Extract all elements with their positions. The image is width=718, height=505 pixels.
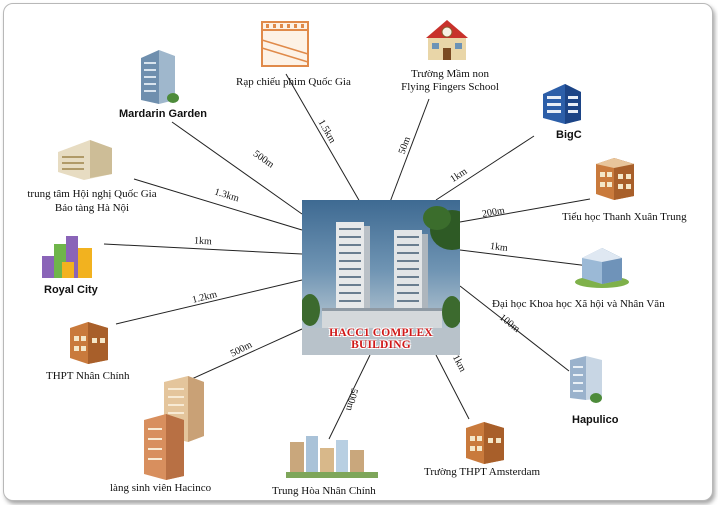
hapulico-tower-icon bbox=[570, 356, 602, 403]
link-amsterdam bbox=[435, 354, 470, 420]
primary-school-icon bbox=[596, 158, 634, 200]
link-royal bbox=[103, 243, 303, 255]
label-amsterdam: Trường THPT Amsterdam bbox=[424, 466, 541, 478]
label-kindergarten-1: Trường Mầm non bbox=[411, 68, 489, 80]
link-cinema bbox=[285, 73, 361, 203]
label-convention-1: trung tâm Hội nghị Quốc Gia bbox=[27, 188, 157, 200]
shopping-building-icon bbox=[543, 84, 581, 124]
label-royal: Royal City bbox=[44, 284, 98, 296]
hacc1-building-image: HACC1 COMPLEX BUILDING bbox=[302, 200, 460, 355]
label-primary: Tiểu học Thanh Xuân Trung bbox=[562, 211, 687, 223]
label-kindergarten-2: Flying Fingers School bbox=[401, 81, 499, 93]
label-convention-2: Bảo tàng Hà Nội bbox=[54, 202, 130, 214]
distance-royal: 1km bbox=[193, 235, 213, 248]
building-illustration bbox=[302, 206, 460, 355]
label-bigc: BigC bbox=[556, 129, 582, 141]
diagram-frame: HACC1 COMPLEX BUILDING bbox=[3, 3, 713, 501]
amsterdam-school-icon bbox=[466, 422, 504, 464]
label-mardarin: Mardarin Garden bbox=[119, 108, 208, 120]
high-school-icon bbox=[70, 322, 108, 364]
student-village-icon bbox=[144, 376, 204, 480]
link-trunghoa bbox=[328, 354, 371, 440]
link-primary bbox=[459, 198, 591, 223]
royal-city-buildings-icon bbox=[42, 236, 92, 278]
label-nhanchinh: THPT Nhân Chính bbox=[46, 370, 130, 382]
distance-university: 1km bbox=[489, 240, 509, 255]
link-convention bbox=[133, 178, 303, 231]
university-building-icon bbox=[575, 248, 629, 288]
center-title: HACC1 COMPLEX BUILDING bbox=[329, 327, 433, 351]
label-hapulico: Hapulico bbox=[572, 414, 619, 426]
school-house-icon bbox=[426, 20, 468, 60]
label-cinema: Rạp chiếu phim Quốc Gia bbox=[236, 76, 351, 88]
link-bigc bbox=[435, 135, 535, 201]
connector-lines bbox=[103, 73, 591, 440]
label-university: Đại học Khoa học Xã hội và Nhân Văn bbox=[492, 298, 665, 310]
urban-area-skyline-icon bbox=[286, 436, 378, 478]
link-hapulico bbox=[459, 285, 570, 372]
convention-center-icon bbox=[58, 140, 112, 180]
office-tower-icon bbox=[141, 50, 179, 104]
link-mardarin bbox=[171, 121, 303, 215]
link-hacinco bbox=[173, 328, 303, 388]
label-hacinco: làng sinh viên Hacinco bbox=[110, 482, 212, 494]
link-kindergarten bbox=[389, 98, 430, 203]
link-nhanchinh bbox=[115, 279, 303, 325]
label-trunghoa: Trung Hòa Nhân Chính bbox=[272, 485, 376, 497]
link-university bbox=[459, 249, 590, 267]
cinema-film-icon bbox=[261, 21, 309, 67]
